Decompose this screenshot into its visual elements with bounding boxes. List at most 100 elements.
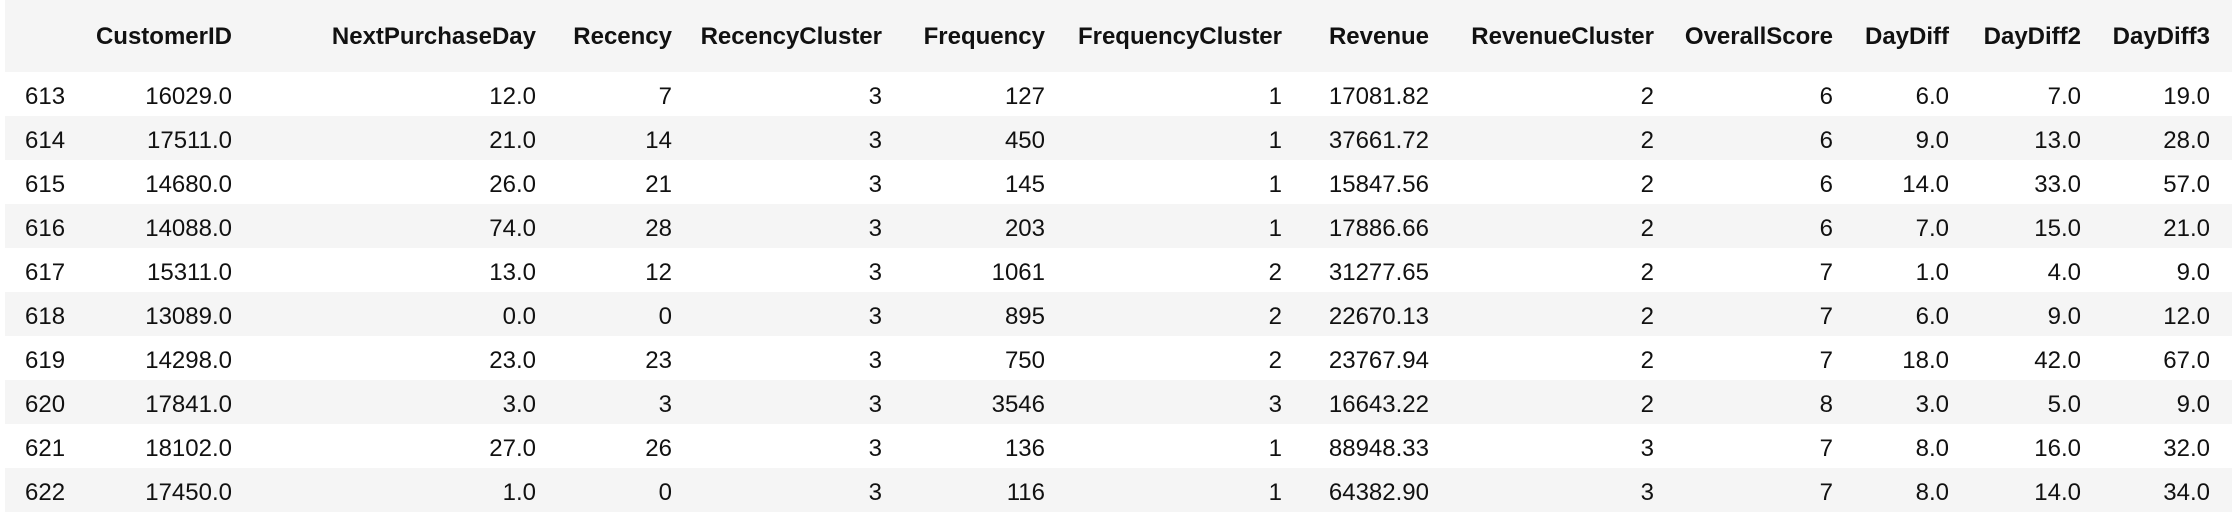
cell-frequency: 450 [1004, 127, 1045, 154]
cell-nextpurchaseday: 27.0 [489, 435, 536, 462]
cell-frequency: 750 [1004, 347, 1045, 374]
cell-customerid: 13089.0 [145, 303, 232, 330]
cell-overallscore: 8 [1819, 391, 1833, 418]
dataframe-table: CustomerID NextPurchaseDay Recency Recen… [5, 0, 2232, 512]
cell-daydiff2: 7.0 [2047, 83, 2081, 110]
cell-revenuecluster: 2 [1640, 215, 1654, 242]
row-index: 616 [25, 215, 65, 242]
cell-recencycluster: 3 [868, 303, 882, 330]
cell-customerid: 14680.0 [145, 171, 232, 198]
cell-frequency: 3546 [991, 391, 1045, 418]
cell-nextpurchaseday: 74.0 [489, 215, 536, 242]
cell-daydiff2: 5.0 [2047, 391, 2081, 418]
cell-daydiff: 1.0 [1915, 259, 1949, 286]
cell-recency: 0 [658, 303, 672, 330]
cell-daydiff: 8.0 [1915, 435, 1949, 462]
cell-frequency: 1061 [991, 259, 1045, 286]
cell-recency: 0 [658, 479, 672, 506]
cell-customerid: 14088.0 [145, 215, 232, 242]
cell-daydiff2: 9.0 [2047, 303, 2081, 330]
cell-daydiff3: 32.0 [2163, 435, 2210, 462]
row-index: 622 [25, 479, 65, 506]
cell-daydiff3: 57.0 [2163, 171, 2210, 198]
cell-overallscore: 6 [1819, 215, 1833, 242]
cell-revenue: 22670.13 [1328, 303, 1429, 330]
row-index: 613 [25, 83, 65, 110]
cell-daydiff: 6.0 [1915, 303, 1949, 330]
cell-revenuecluster: 3 [1640, 435, 1654, 462]
cell-frequency: 203 [1004, 215, 1045, 242]
cell-frequencycluster: 1 [1268, 83, 1282, 110]
cell-overallscore: 7 [1819, 347, 1833, 374]
cell-overallscore: 7 [1819, 303, 1833, 330]
cell-daydiff3: 21.0 [2163, 215, 2210, 242]
cell-frequencycluster: 2 [1268, 347, 1282, 374]
cell-recency: 3 [658, 391, 672, 418]
cell-nextpurchaseday: 23.0 [489, 347, 536, 374]
row-index: 614 [25, 127, 65, 154]
cell-revenue: 37661.72 [1328, 127, 1429, 154]
column-header-frequency: Frequency [923, 23, 1045, 50]
column-header-customerid: CustomerID [95, 23, 232, 50]
cell-recencycluster: 3 [868, 259, 882, 286]
cell-daydiff3: 67.0 [2163, 347, 2210, 374]
cell-revenue: 64382.90 [1328, 479, 1429, 506]
cell-daydiff3: 12.0 [2163, 303, 2210, 330]
column-header-nextpurchaseday: NextPurchaseDay [331, 23, 536, 50]
cell-revenue: 17081.82 [1328, 83, 1429, 110]
cell-revenuecluster: 2 [1640, 347, 1654, 374]
cell-daydiff3: 9.0 [2176, 259, 2210, 286]
cell-nextpurchaseday: 13.0 [489, 259, 536, 286]
table-row: 621 18102.0 27.0 26 3 136 1 88948.33 3 7… [5, 424, 2232, 468]
row-index: 619 [25, 347, 65, 374]
cell-recency: 23 [645, 347, 672, 374]
dataframe-output: CustomerID NextPurchaseDay Recency Recen… [5, 0, 2232, 512]
cell-nextpurchaseday: 21.0 [489, 127, 536, 154]
cell-nextpurchaseday: 26.0 [489, 171, 536, 198]
cell-daydiff: 7.0 [1915, 215, 1949, 242]
column-header-revenue: Revenue [1328, 23, 1429, 50]
cell-revenue: 16643.22 [1328, 391, 1429, 418]
cell-frequencycluster: 1 [1268, 127, 1282, 154]
cell-frequency: 127 [1004, 83, 1045, 110]
column-header-daydiff3: DayDiff3 [2112, 23, 2210, 50]
column-header-revenuecluster: RevenueCluster [1471, 23, 1654, 50]
cell-revenuecluster: 3 [1640, 479, 1654, 506]
cell-recencycluster: 3 [868, 479, 882, 506]
cell-frequencycluster: 1 [1268, 435, 1282, 462]
cell-recency: 28 [645, 215, 672, 242]
header-row: CustomerID NextPurchaseDay Recency Recen… [5, 0, 2232, 72]
cell-daydiff3: 34.0 [2163, 479, 2210, 506]
cell-overallscore: 6 [1819, 83, 1833, 110]
cell-recencycluster: 3 [868, 215, 882, 242]
cell-overallscore: 6 [1819, 127, 1833, 154]
cell-nextpurchaseday: 1.0 [502, 479, 536, 506]
row-index: 621 [25, 435, 65, 462]
cell-customerid: 18102.0 [145, 435, 232, 462]
cell-recencycluster: 3 [868, 435, 882, 462]
cell-customerid: 17450.0 [145, 479, 232, 506]
table-row: 622 17450.0 1.0 0 3 116 1 64382.90 3 7 8… [5, 468, 2232, 512]
cell-daydiff: 18.0 [1902, 347, 1949, 374]
cell-customerid: 15311.0 [147, 259, 232, 286]
cell-daydiff2: 33.0 [2034, 171, 2081, 198]
column-header-overallscore: OverallScore [1684, 23, 1833, 50]
cell-nextpurchaseday: 3.0 [502, 391, 536, 418]
cell-daydiff: 14.0 [1902, 171, 1949, 198]
cell-revenuecluster: 2 [1640, 127, 1654, 154]
cell-frequency: 145 [1004, 171, 1045, 198]
column-header-frequencycluster: FrequencyCluster [1077, 23, 1282, 50]
cell-customerid: 17511.0 [147, 127, 232, 154]
cell-revenue: 15847.56 [1328, 171, 1429, 198]
table-row: 617 15311.0 13.0 12 3 1061 2 31277.65 2 … [5, 248, 2232, 292]
cell-daydiff: 3.0 [1915, 391, 1949, 418]
cell-recencycluster: 3 [868, 171, 882, 198]
row-index: 617 [25, 259, 65, 286]
cell-revenue: 17886.66 [1328, 215, 1429, 242]
cell-overallscore: 7 [1819, 479, 1833, 506]
cell-overallscore: 7 [1819, 435, 1833, 462]
cell-daydiff2: 42.0 [2034, 347, 2081, 374]
cell-frequencycluster: 3 [1268, 391, 1282, 418]
cell-recency: 21 [645, 171, 672, 198]
cell-frequency: 895 [1004, 303, 1045, 330]
